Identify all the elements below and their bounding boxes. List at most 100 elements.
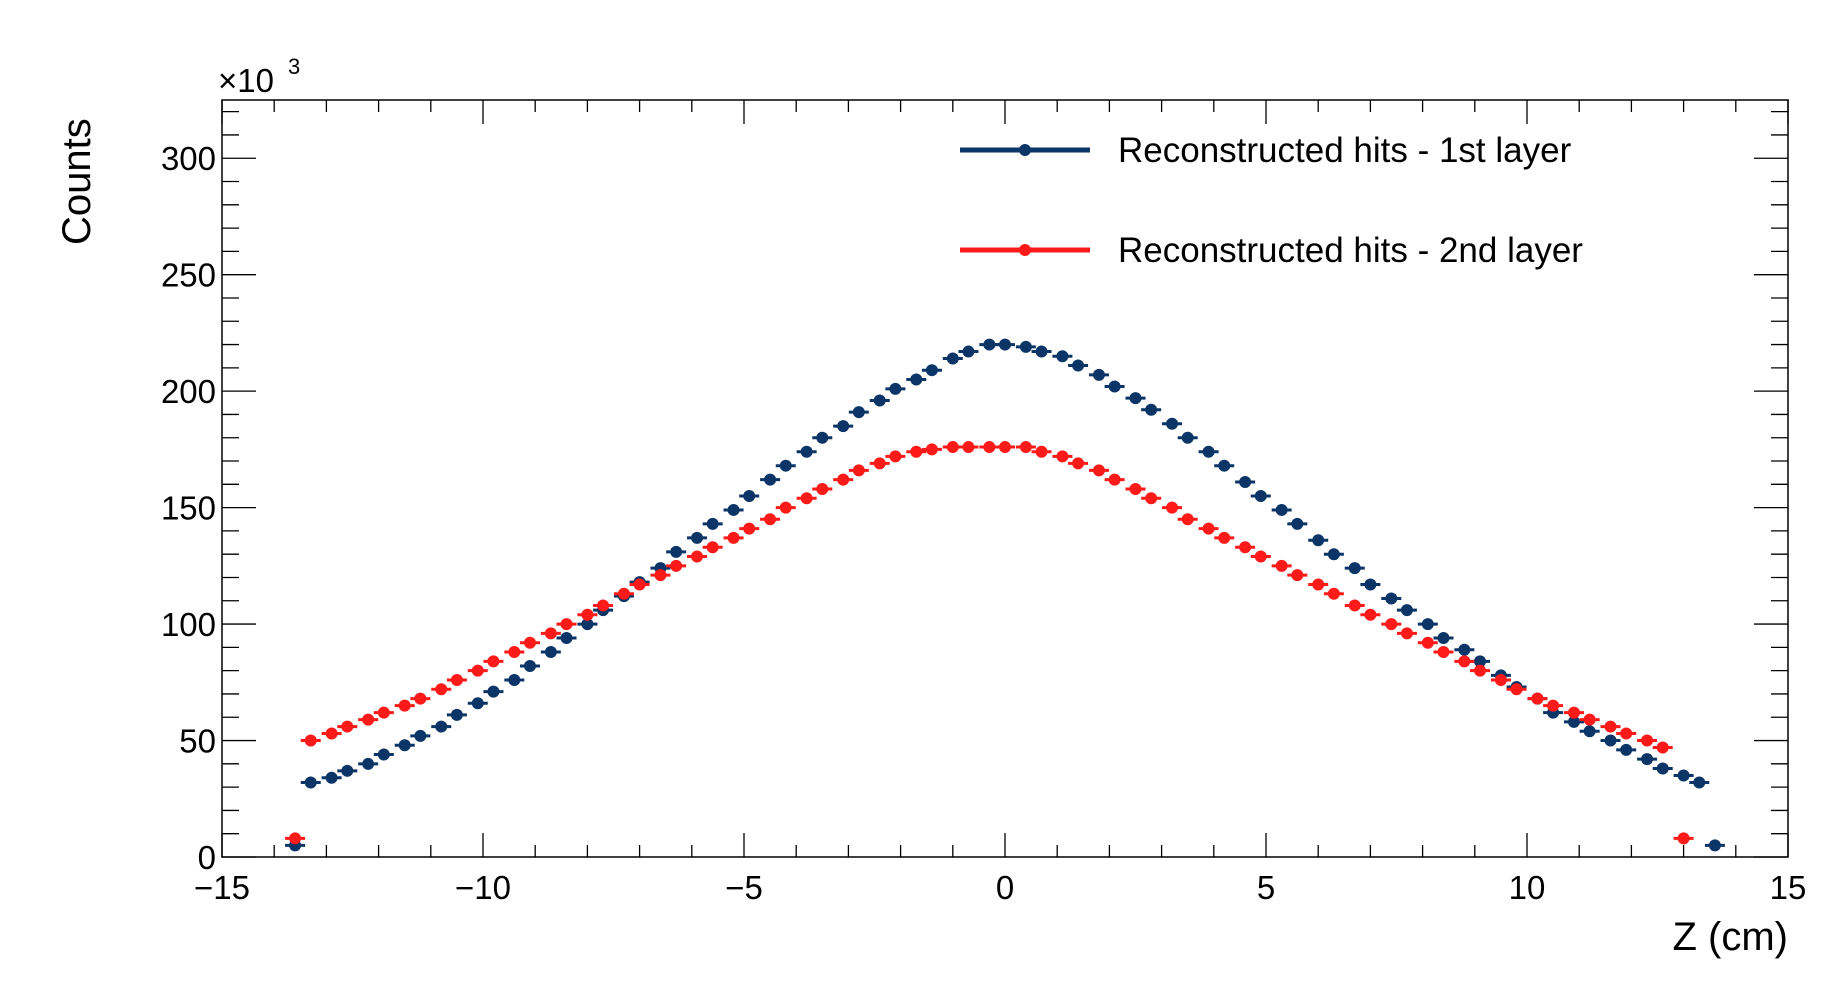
x-tick-label: 15 xyxy=(1770,869,1807,906)
data-point xyxy=(1437,646,1450,659)
data-point xyxy=(962,345,975,358)
data-point xyxy=(1604,734,1617,747)
data-point xyxy=(1181,431,1194,444)
x-axis-title: Z (cm) xyxy=(1672,915,1788,959)
data-point xyxy=(852,464,865,477)
data-point xyxy=(910,445,923,458)
data-point xyxy=(414,692,427,705)
data-point xyxy=(670,559,683,572)
data-point xyxy=(1400,627,1413,640)
data-point xyxy=(435,683,448,696)
y-tick-label: 200 xyxy=(161,373,216,410)
data-point xyxy=(1348,562,1361,575)
y-tick-labels: 0 50 100 150 200 250 300 xyxy=(161,140,216,876)
data-point xyxy=(1218,531,1231,544)
data-point xyxy=(962,441,975,454)
data-point xyxy=(1656,741,1669,754)
data-point xyxy=(362,757,375,770)
data-point xyxy=(508,646,521,659)
data-point xyxy=(1510,683,1523,696)
x-tick-label: 10 xyxy=(1509,869,1546,906)
data-point xyxy=(1166,501,1179,514)
x-tick-labels: −15 −10 −5 0 5 10 15 xyxy=(194,869,1806,906)
data-point xyxy=(597,599,610,612)
data-point xyxy=(1327,587,1340,600)
axis-ticks xyxy=(221,100,1789,858)
data-point xyxy=(1437,632,1450,645)
data-point xyxy=(999,441,1011,454)
data-point xyxy=(873,457,886,470)
data-point xyxy=(727,531,740,544)
data-point xyxy=(1641,734,1654,747)
data-point xyxy=(377,706,390,719)
data-point xyxy=(779,459,792,472)
data-point xyxy=(341,720,354,733)
data-point xyxy=(925,364,938,377)
data-point xyxy=(1056,350,1069,363)
data-point xyxy=(691,550,704,563)
data-point xyxy=(1092,464,1105,477)
data-point xyxy=(1567,706,1580,719)
data-point xyxy=(1620,727,1633,740)
y-multiplier: ×10 3 xyxy=(218,54,300,99)
data-point xyxy=(1291,517,1304,530)
data-point xyxy=(816,482,829,495)
data-point xyxy=(779,501,792,514)
data-point xyxy=(1129,482,1142,495)
data-point xyxy=(800,492,813,505)
data-point xyxy=(706,517,719,530)
data-point xyxy=(743,522,756,535)
data-point xyxy=(1364,608,1377,621)
data-point xyxy=(544,646,557,659)
data-point xyxy=(946,352,959,365)
data-point xyxy=(414,729,427,742)
data-point xyxy=(1421,636,1434,649)
data-point xyxy=(837,420,850,433)
data-point xyxy=(1019,340,1032,353)
data-point xyxy=(1108,473,1121,486)
data-point xyxy=(581,618,594,631)
data-point xyxy=(544,627,557,640)
data-point xyxy=(925,443,938,456)
legend-label: Reconstructed hits - 1st layer xyxy=(1118,131,1572,170)
data-point xyxy=(560,618,573,631)
data-point xyxy=(471,664,484,677)
data-point xyxy=(1327,548,1340,561)
data-point xyxy=(1239,475,1252,488)
data-point xyxy=(398,739,411,752)
data-point xyxy=(764,473,777,486)
data-point xyxy=(1677,832,1690,845)
data-point xyxy=(1092,368,1105,381)
data-point xyxy=(1166,417,1179,430)
data-point xyxy=(1567,715,1580,728)
data-point xyxy=(1035,445,1048,458)
x-tick-label: −5 xyxy=(725,869,763,906)
data-point xyxy=(1604,720,1617,733)
data-point xyxy=(617,587,630,600)
legend-marker xyxy=(1019,144,1031,156)
data-point xyxy=(1056,450,1069,463)
data-point xyxy=(1677,769,1690,782)
data-point xyxy=(325,771,338,784)
data-point xyxy=(1129,392,1142,405)
data-point xyxy=(1421,618,1434,631)
data-point xyxy=(1072,359,1085,372)
data-point xyxy=(852,406,865,419)
data-point xyxy=(764,513,777,526)
data-point xyxy=(471,697,484,710)
data-point xyxy=(508,673,521,686)
data-point xyxy=(1494,673,1507,686)
data-point xyxy=(743,489,756,502)
data-point xyxy=(560,632,573,645)
legend-marker xyxy=(1019,244,1031,256)
data-point xyxy=(1656,762,1669,775)
data-point xyxy=(633,578,646,591)
data-point xyxy=(304,734,317,747)
data-point xyxy=(1218,459,1231,472)
data-point xyxy=(435,720,448,733)
data-point xyxy=(487,655,500,668)
data-point xyxy=(523,636,536,649)
data-point xyxy=(654,569,667,582)
data-point xyxy=(1583,713,1596,726)
